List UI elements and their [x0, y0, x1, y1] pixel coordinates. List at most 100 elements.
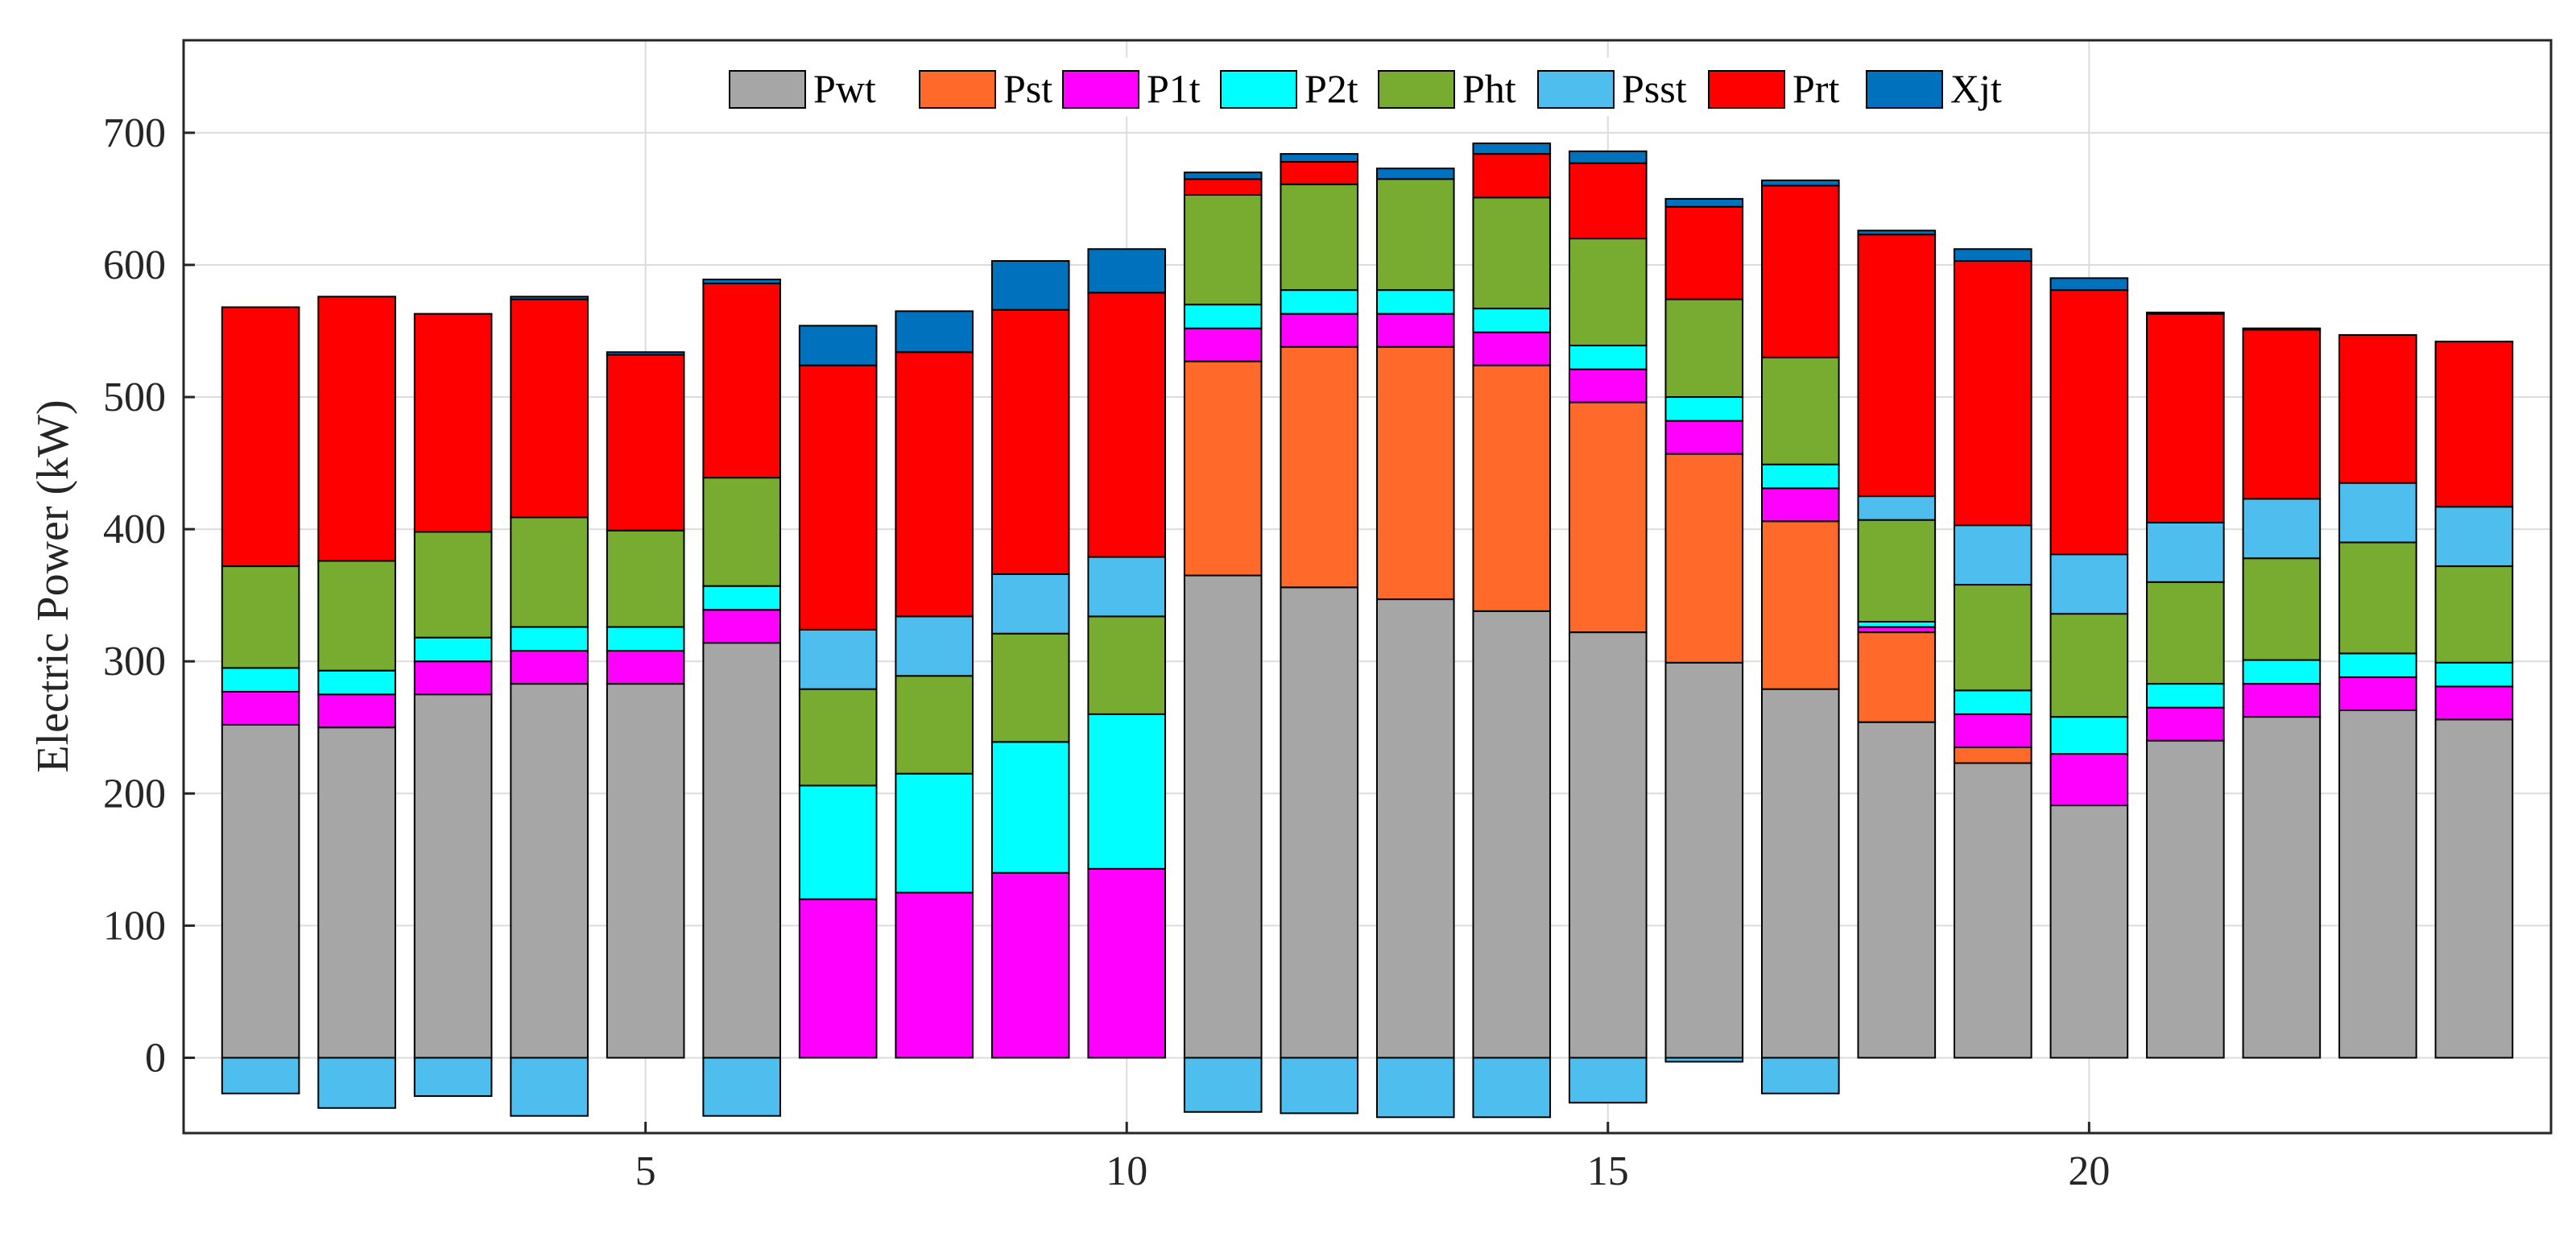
bar-prt-19: [1954, 260, 2032, 527]
bar-psst-6: [702, 1057, 781, 1117]
bar-pht-18: [1857, 519, 1937, 623]
bar-prt-6: [702, 282, 781, 479]
legend-label-pht: Pht: [1462, 66, 1516, 111]
bar-p1t-12: [1280, 312, 1359, 348]
x-tick-label: 10: [1106, 1148, 1147, 1194]
legend-label-prt: Prt: [1792, 66, 1839, 111]
bar-pht-11: [1183, 193, 1263, 306]
bar-p1t-20: [2049, 753, 2129, 807]
legend-label-p1t: P1t: [1147, 66, 1201, 111]
bar-psst-2: [317, 1057, 396, 1109]
bar-p2t-8: [895, 772, 974, 894]
bar-prt-18: [1857, 234, 1937, 498]
bar-psst-16: [1664, 1057, 1744, 1063]
bar-p2t-16: [1664, 396, 1744, 422]
bar-prt-22: [2242, 329, 2322, 500]
x-tick-label: 5: [635, 1148, 656, 1194]
bar-pht-23: [2338, 541, 2417, 655]
bar-pwt-2: [317, 726, 396, 1059]
bar-prt-8: [895, 351, 974, 618]
bar-xjt-21: [2146, 312, 2225, 315]
bar-p2t-14: [1472, 308, 1552, 333]
bar-pht-24: [2434, 565, 2514, 664]
bar-prt-3: [413, 312, 493, 533]
bar-pht-2: [317, 560, 396, 672]
bar-p2t-15: [1568, 345, 1648, 370]
bar-pht-4: [510, 516, 589, 628]
bar-pwt-1: [221, 723, 300, 1059]
bar-p1t-17: [1761, 487, 1840, 523]
bar-xjt-8: [895, 310, 974, 354]
bar-p2t-11: [1183, 304, 1263, 329]
bar-p2t-3: [413, 636, 493, 663]
bar-prt-12: [1280, 160, 1359, 185]
bar-pwt-22: [2242, 716, 2322, 1059]
bar-pwt-12: [1280, 586, 1359, 1059]
legend-swatch-p2t: [1220, 70, 1297, 109]
bar-xjt-12: [1280, 153, 1359, 163]
bar-pht-10: [1087, 615, 1167, 715]
bar-pwt-19: [1954, 762, 2032, 1059]
bar-pst-15: [1568, 401, 1648, 634]
bar-prt-9: [990, 308, 1070, 575]
bar-prt-7: [798, 364, 878, 631]
y-tick-label: 600: [103, 242, 166, 288]
bar-pst-19: [1954, 746, 2032, 764]
bar-prt-16: [1664, 205, 1744, 300]
bar-pwt-21: [2146, 739, 2225, 1059]
bar-p1t-1: [221, 690, 300, 726]
bar-pht-14: [1472, 196, 1552, 310]
y-tick-label: 100: [103, 903, 166, 949]
bar-xjt-19: [1954, 248, 2032, 263]
legend-swatch-pht: [1378, 70, 1455, 109]
bar-pht-15: [1568, 238, 1648, 347]
bar-p2t-21: [2146, 683, 2225, 709]
bar-p1t-16: [1664, 420, 1744, 455]
bar-xjt-17: [1761, 179, 1840, 187]
legend-label-xjt: Xjt: [1950, 66, 2002, 111]
bar-xjt-7: [798, 325, 878, 366]
axis-ticks: 0 100 200 300 400 500 600 700 5 10 15 20: [103, 110, 2110, 1194]
legend-swatch-p1t: [1062, 70, 1139, 109]
bar-p1t-2: [317, 693, 396, 729]
bar-pwt-24: [2434, 718, 2514, 1059]
y-tick-label: 0: [145, 1035, 166, 1081]
bar-xjt-11: [1183, 172, 1263, 180]
bar-prt-1: [221, 306, 300, 568]
bar-p1t-5: [606, 650, 685, 685]
bar-xjt-18: [1857, 230, 1937, 236]
bar-psst-22: [2242, 498, 2322, 560]
bar-prt-21: [2146, 312, 2225, 523]
bar-pht-17: [1761, 356, 1840, 465]
bar-p1t-10: [1087, 867, 1167, 1059]
bar-pht-6: [702, 477, 781, 587]
legend-label-psst: Psst: [1622, 66, 1687, 111]
bar-pht-12: [1280, 183, 1359, 292]
bar-prt-15: [1568, 162, 1648, 240]
y-tick-label: 200: [103, 771, 166, 817]
y-tick-label: 700: [103, 110, 166, 156]
y-axis-title: Electric Power (kW): [28, 399, 78, 772]
bar-xjt-5: [606, 351, 685, 356]
bar-p2t-1: [221, 667, 300, 693]
bar-pst-14: [1472, 364, 1552, 612]
bar-p1t-8: [895, 891, 974, 1059]
bar-xjt-14: [1472, 142, 1552, 155]
x-tick-label: 15: [1587, 1148, 1629, 1194]
bar-prt-2: [317, 296, 396, 562]
bar-pwt-3: [413, 693, 493, 1059]
bar-prt-20: [2049, 289, 2129, 556]
bar-pwt-16: [1664, 661, 1744, 1059]
bar-psst-4: [510, 1057, 589, 1117]
bar-psst-20: [2049, 553, 2129, 615]
legend-label-p2t: P2t: [1305, 66, 1358, 111]
bar-prt-4: [510, 298, 589, 519]
bar-psst-24: [2434, 506, 2514, 568]
legend-label-pst: Pst: [1003, 66, 1052, 111]
bar-xjt-13: [1375, 168, 1455, 180]
bar-psst-10: [1087, 556, 1167, 618]
bar-p2t-6: [702, 585, 781, 611]
bar-p2t-9: [990, 741, 1070, 874]
bar-pwt-5: [606, 683, 685, 1059]
